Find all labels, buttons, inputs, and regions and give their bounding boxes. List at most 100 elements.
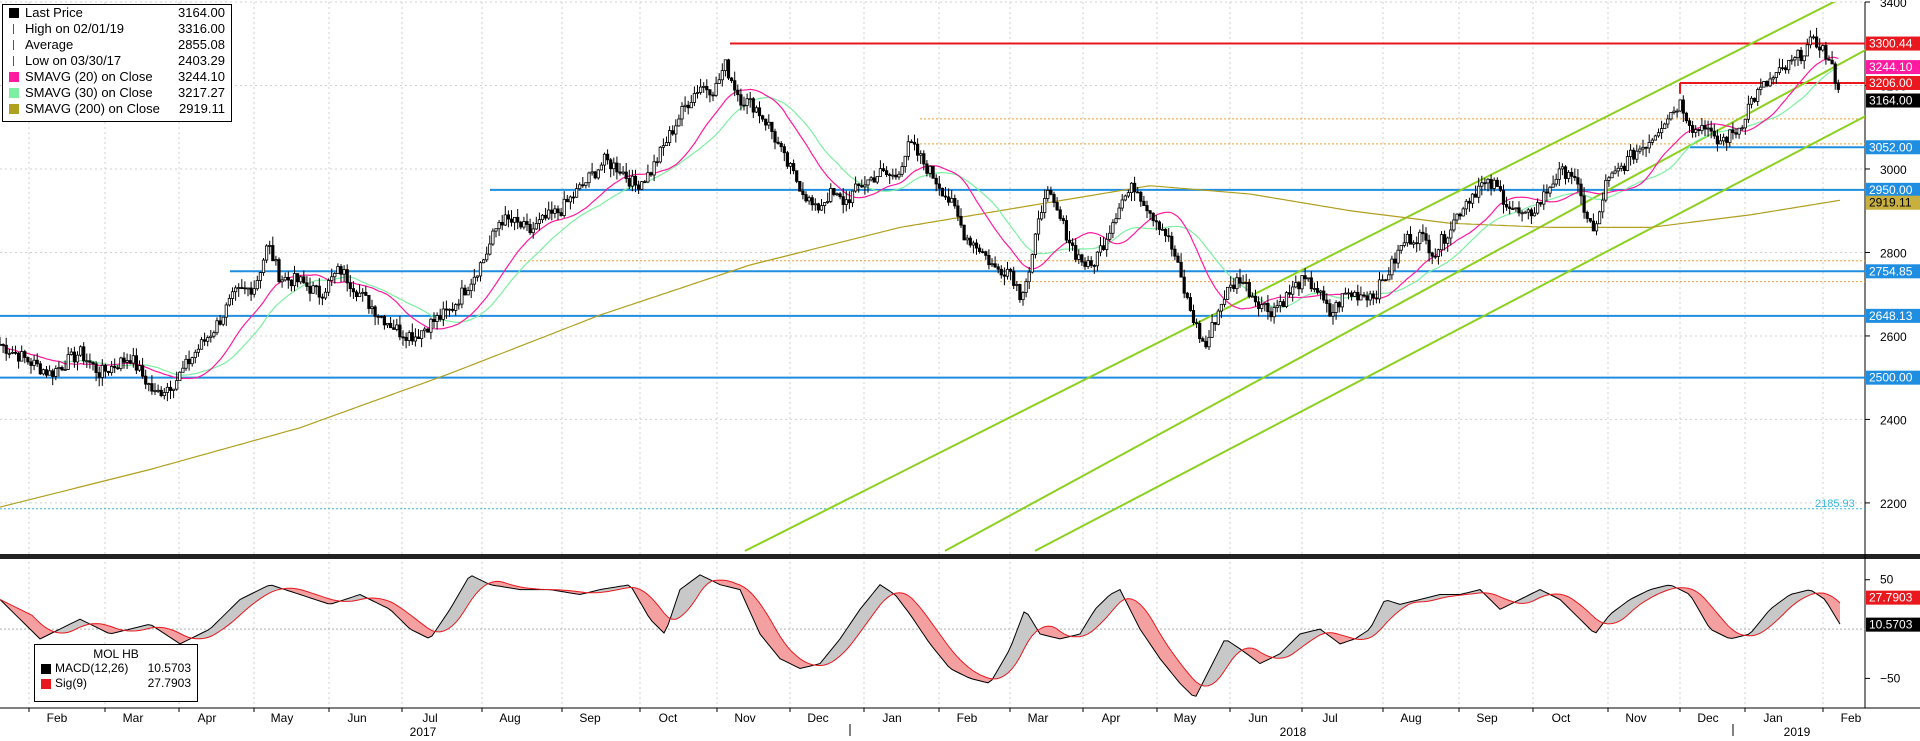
candle-body [417,337,419,339]
candle-156 [482,259,484,263]
candle-body [1199,323,1201,338]
panel-separator [0,554,1920,559]
candle-body [820,206,822,211]
candle-body [1323,291,1325,300]
candle-body [1419,232,1421,243]
candle-516 [1598,211,1600,224]
candle-body [991,264,993,265]
candle-body [904,156,906,166]
candle-body [402,337,404,338]
candle-body [1605,180,1607,200]
candle-body [439,316,441,320]
candle-body [792,163,794,170]
candle-body [11,352,13,353]
candle-body [641,182,643,190]
candle-body [718,80,720,84]
candle-body [975,243,977,248]
x-month-label-6: Aug [499,711,520,725]
candle-body [1279,302,1281,306]
candle-body [947,197,949,202]
dotted-level-label: 2185.93 [1815,498,1855,510]
candle-body [27,358,29,362]
candle-body [789,163,791,166]
candle-body [343,270,345,275]
candle-body [1431,253,1433,256]
candle-body [1248,282,1250,296]
candle-90 [278,257,280,283]
candle-body [1648,142,1650,148]
candle-body [61,367,63,369]
candle-body [1822,46,1824,50]
candle-body [1208,337,1210,346]
legend-swatch-icon [13,24,20,34]
candle-body [1552,184,1554,187]
candle-body [393,328,395,330]
candle-body [188,359,190,363]
candle-body [1366,296,1368,300]
candle-body [544,215,546,218]
candle-body [98,373,100,378]
candle-body [944,196,946,197]
candle-body [1257,302,1259,309]
candle-body [591,172,593,173]
candle-body [1143,201,1145,205]
candle-body [1226,287,1228,299]
candle-body [668,131,670,143]
candle-body [1335,302,1337,312]
candle-body [823,203,825,206]
candle-body [42,370,44,374]
candle-body [104,365,106,371]
candle-body [873,178,875,182]
candle-body [470,284,472,290]
candle-body [1245,282,1247,283]
candle-body [1385,280,1387,281]
candle-body [504,215,506,225]
candle-body [1347,293,1349,294]
x-month-label-12: Feb [957,711,978,725]
legend-swatch-icon [9,88,19,98]
candle-body [272,245,274,260]
candle-body [1716,136,1718,144]
candle-body [1462,209,1464,216]
candle-body [241,288,243,289]
candle-body [554,209,556,213]
candle-body [197,349,199,352]
candle-body [1053,194,1055,202]
candle-542 [1679,99,1681,112]
candle-body [659,147,661,162]
candle-body [256,280,258,288]
candle-body [1313,288,1315,289]
candle-body [1189,298,1191,311]
macd-swatch-icon [41,664,51,674]
candle-body [1797,50,1799,57]
candle-body [1450,230,1452,238]
candle-body [129,361,131,364]
candle-body [1583,196,1585,212]
candle-body [346,270,348,283]
candle-body [1456,214,1458,220]
candle-body [1140,192,1142,201]
candle-body [1329,304,1331,316]
candle-body [913,142,915,144]
candle-body [349,283,351,289]
candle-body [306,283,308,287]
price-tag-label-1: 3244.10 [1869,60,1913,74]
candle-body [365,292,367,295]
candle-body [399,325,401,337]
price-tag-label-2: 3206.00 [1869,76,1913,90]
candle-body [83,347,85,361]
candle-body [0,344,1,345]
candle-58 [179,371,181,381]
candle-body [1496,180,1498,186]
sig-swatch-icon [41,679,51,689]
candle-body [1059,210,1061,219]
candle-body [337,267,339,274]
legend-value: 3244.10 [178,69,225,85]
legend-label: SMAVG (30) on Close [25,85,153,101]
candle-415 [1285,291,1287,308]
candle-body [380,316,382,317]
candle-body [1679,100,1681,111]
candle-body [774,132,776,143]
